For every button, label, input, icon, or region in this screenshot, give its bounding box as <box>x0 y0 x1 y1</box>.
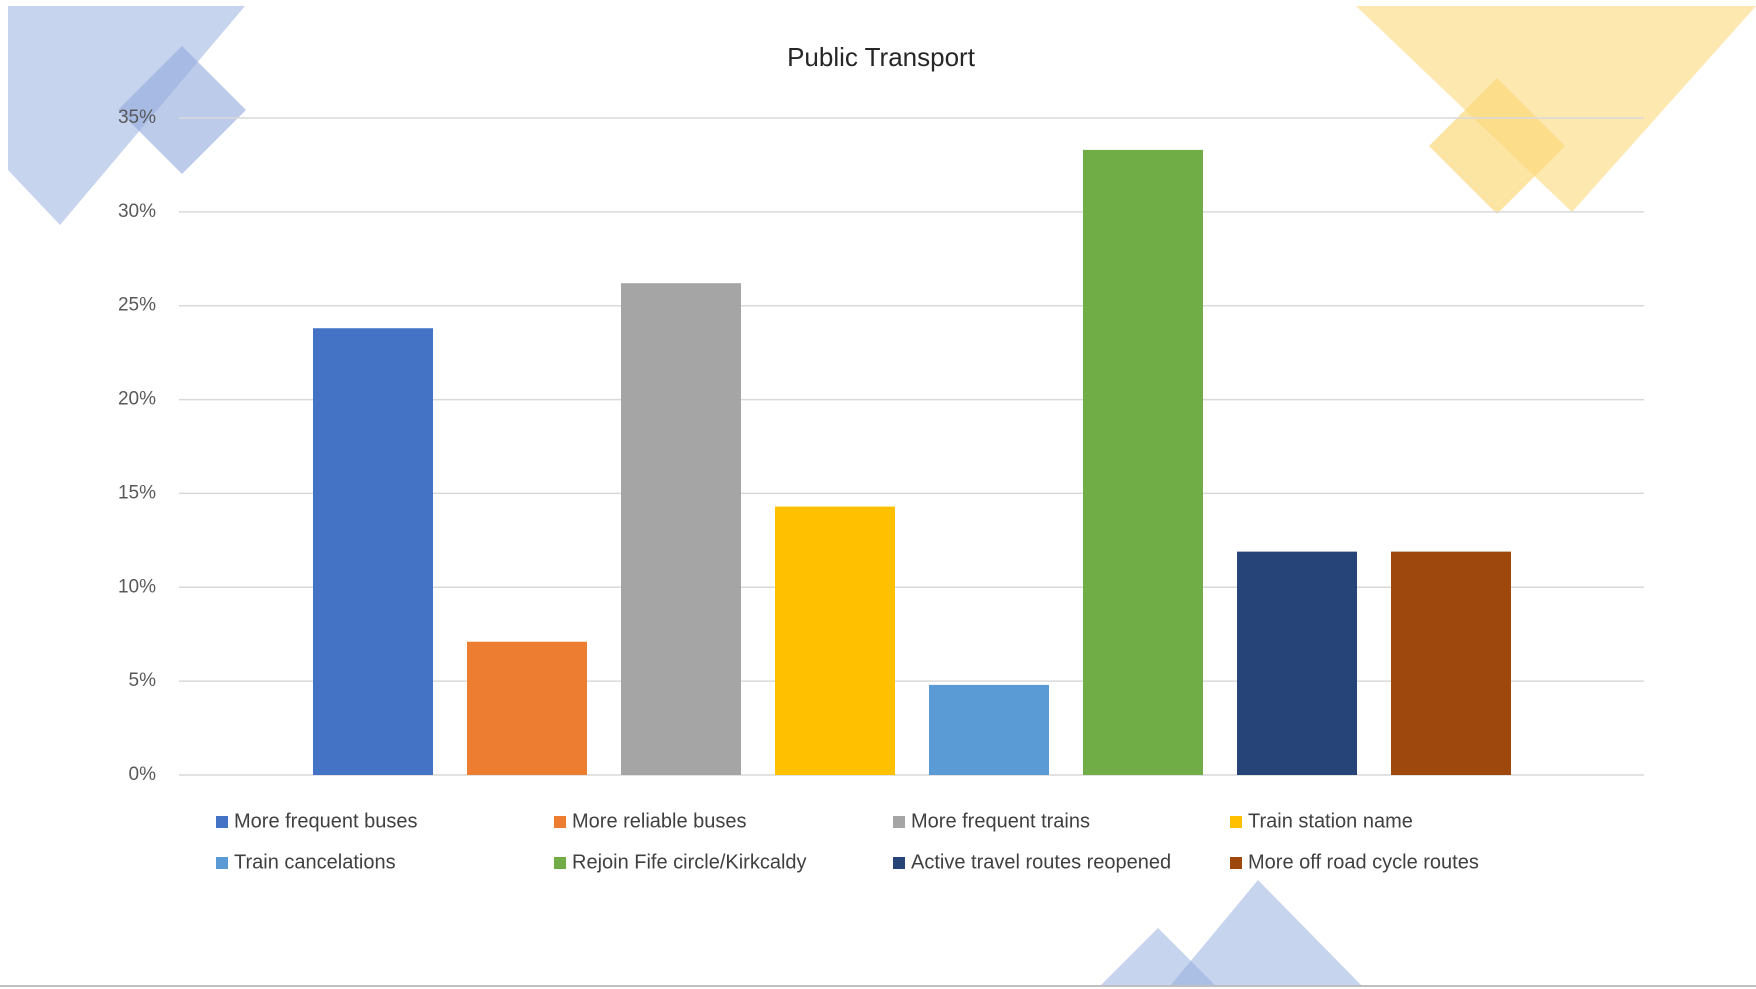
y-tick-label: 10% <box>118 576 156 597</box>
legend-label: More frequent buses <box>234 810 417 832</box>
legend-marker <box>554 816 566 828</box>
bar <box>1083 149 1203 775</box>
legend-marker <box>893 816 905 828</box>
legend-label: Active travel routes reopened <box>911 851 1171 873</box>
y-tick-label: 30% <box>118 201 156 222</box>
legend-marker <box>216 857 228 869</box>
legend-marker <box>1230 857 1242 869</box>
bar <box>775 506 895 775</box>
legend-marker <box>1230 816 1242 828</box>
y-tick-label: 15% <box>118 482 156 503</box>
legend-marker <box>893 857 905 869</box>
legend-label: More off road cycle routes <box>1248 851 1479 873</box>
y-tick-label: 0% <box>129 764 157 785</box>
bar <box>313 328 433 775</box>
bar <box>467 641 587 775</box>
legend-label: Train station name <box>1248 810 1413 832</box>
decor-shape <box>118 46 246 174</box>
legend-marker <box>554 857 566 869</box>
background-decoration <box>0 6 1756 987</box>
legend-marker <box>216 816 228 828</box>
legend-label: More frequent trains <box>911 810 1090 832</box>
y-tick-label: 5% <box>129 670 157 691</box>
y-tick-label: 25% <box>118 295 156 316</box>
y-tick-label: 20% <box>118 389 156 410</box>
bar <box>1237 551 1357 775</box>
decor-shape <box>1356 6 1756 212</box>
legend-label: Train cancelations <box>234 851 396 873</box>
y-tick-label: 35% <box>118 107 156 128</box>
legend-label: More reliable buses <box>572 810 747 832</box>
legend-label: Rejoin Fife circle/Kirkcaldy <box>572 851 807 873</box>
bar <box>1391 551 1511 775</box>
decor-shape <box>1429 78 1565 214</box>
chart-title: Public Transport <box>787 42 976 72</box>
decor-shape <box>1170 880 1362 986</box>
bar <box>929 684 1049 775</box>
bar <box>621 283 741 775</box>
